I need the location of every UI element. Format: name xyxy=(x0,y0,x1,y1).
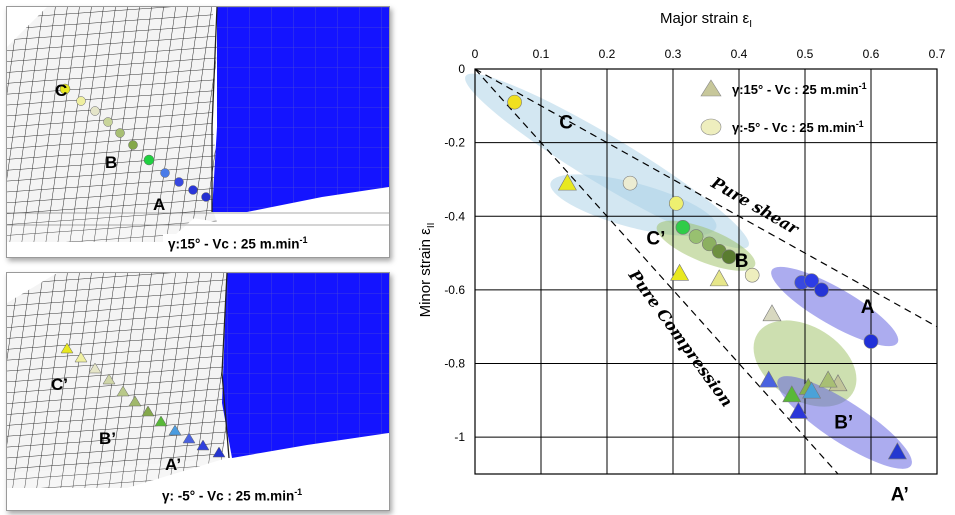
reference-line-0 xyxy=(474,68,938,328)
x-tick-label: 0.1 xyxy=(533,47,550,61)
x-tick-label: 0.5 xyxy=(797,47,814,61)
zone-labels: C C’ B A B’ A’ xyxy=(559,113,909,506)
y-axis-label: Minor strain εII xyxy=(417,223,437,318)
zone-label: B’ xyxy=(834,413,853,434)
zone-label: C’ xyxy=(646,229,665,250)
panel-caption-top: γ:15° - Vc : 25 m.min-1 xyxy=(163,234,313,253)
x-axis-label: Major strain εI xyxy=(660,10,752,30)
data-point-triangle-11 xyxy=(887,442,907,460)
simulation-panel-bottom: C’ B’ A’ γ: -5° - Vc : 25 m.min-1 xyxy=(6,272,390,511)
y-tick-label: 0 xyxy=(458,62,465,76)
data-point-triangle-8 xyxy=(802,381,822,399)
chart-grid xyxy=(474,68,938,475)
data-points xyxy=(507,94,907,460)
segment-label-a-prime: A’ xyxy=(165,455,182,474)
data-point-triangle-7 xyxy=(782,385,802,403)
legend-label-minus5deg: γ:-5° - Vc : 25 m.min-1 xyxy=(732,119,864,135)
data-point-circle-4 xyxy=(675,220,691,235)
chip-tracking-markers-bottom xyxy=(60,342,226,458)
simulation-panel-top: C B A γ:15° - Vc : 25 m.min-1 xyxy=(6,6,390,258)
data-point-triangle-9 xyxy=(759,370,779,388)
data-point-circle-0 xyxy=(507,94,522,110)
data-point-circle-11 xyxy=(814,282,829,298)
data-point-circle-12 xyxy=(863,334,879,349)
x-tick-label: 0.3 xyxy=(665,47,682,61)
data-point-circle-2 xyxy=(668,196,684,211)
reference-lines xyxy=(474,68,938,475)
segment-label-c: C xyxy=(55,81,68,100)
y-tick-label: -0.4 xyxy=(444,209,465,223)
data-point-circle-3 xyxy=(744,267,760,283)
x-tick-label: 0.6 xyxy=(863,47,880,61)
data-point-triangle-5 xyxy=(818,370,838,388)
data-point-triangle-2 xyxy=(709,269,729,287)
zone-label: A xyxy=(861,297,875,318)
data-point-circle-1 xyxy=(622,175,638,191)
zone-label: C xyxy=(559,113,573,134)
reference-line-1 xyxy=(474,68,839,475)
y-tick-label: -1 xyxy=(454,430,465,444)
y-tick-label: -0.2 xyxy=(444,136,465,150)
legend-circle-marker xyxy=(700,118,722,136)
segment-label-c-prime: C’ xyxy=(51,375,68,394)
data-point-triangle-0 xyxy=(557,173,577,191)
pure-compression-annotation: Pure Compression xyxy=(624,265,737,410)
x-tick-label: 0 xyxy=(472,47,479,61)
zone-label: B xyxy=(735,251,749,272)
x-tick-label: 0.7 xyxy=(929,47,946,61)
strain-chart: 0 0.1 0.2 0.3 0.4 0.5 0.6 0.7 0 -0.2 -0.4 -0.6 -0.8 -… xyxy=(417,10,946,506)
panel-caption-bottom: γ: -5° - Vc : 25 m.min-1 xyxy=(157,486,308,505)
segment-label-b-prime: B’ xyxy=(99,429,116,448)
legend-triangle-marker xyxy=(700,79,722,97)
zone-ellipse-1 xyxy=(550,174,717,237)
mesh-image-bottom xyxy=(7,273,389,510)
segment-label-b: B xyxy=(105,153,118,172)
tick-labels: 0 0.1 0.2 0.3 0.4 0.5 0.6 0.7 0 -0.2 -0.4 -0.6 -0.8 -… xyxy=(444,47,945,444)
x-tick-label: 0.4 xyxy=(731,47,748,61)
legend-label-15deg: γ:15° - Vc : 25 m.min-1 xyxy=(732,81,867,97)
data-point-circle-5 xyxy=(688,229,704,244)
zone-label: A’ xyxy=(891,485,909,506)
mesh-image-top xyxy=(7,7,389,257)
chart-legend: γ:15° - Vc : 25 m.min-1 γ:-5° - Vc : 25 … xyxy=(700,79,867,136)
data-point-circle-8 xyxy=(721,249,737,265)
data-point-triangle-3 xyxy=(762,304,782,322)
y-tick-label: -0.8 xyxy=(444,357,465,371)
data-point-circle-10 xyxy=(804,273,819,289)
zone-ellipse-5 xyxy=(777,376,912,469)
segment-label-a: A xyxy=(153,195,166,214)
data-point-circle-6 xyxy=(701,236,717,252)
x-tick-label: 0.2 xyxy=(599,47,616,61)
data-point-triangle-10 xyxy=(788,401,808,419)
y-tick-label: -0.6 xyxy=(444,283,465,297)
chip-tracking-markers-top xyxy=(59,83,211,202)
data-point-triangle-1 xyxy=(670,263,690,281)
